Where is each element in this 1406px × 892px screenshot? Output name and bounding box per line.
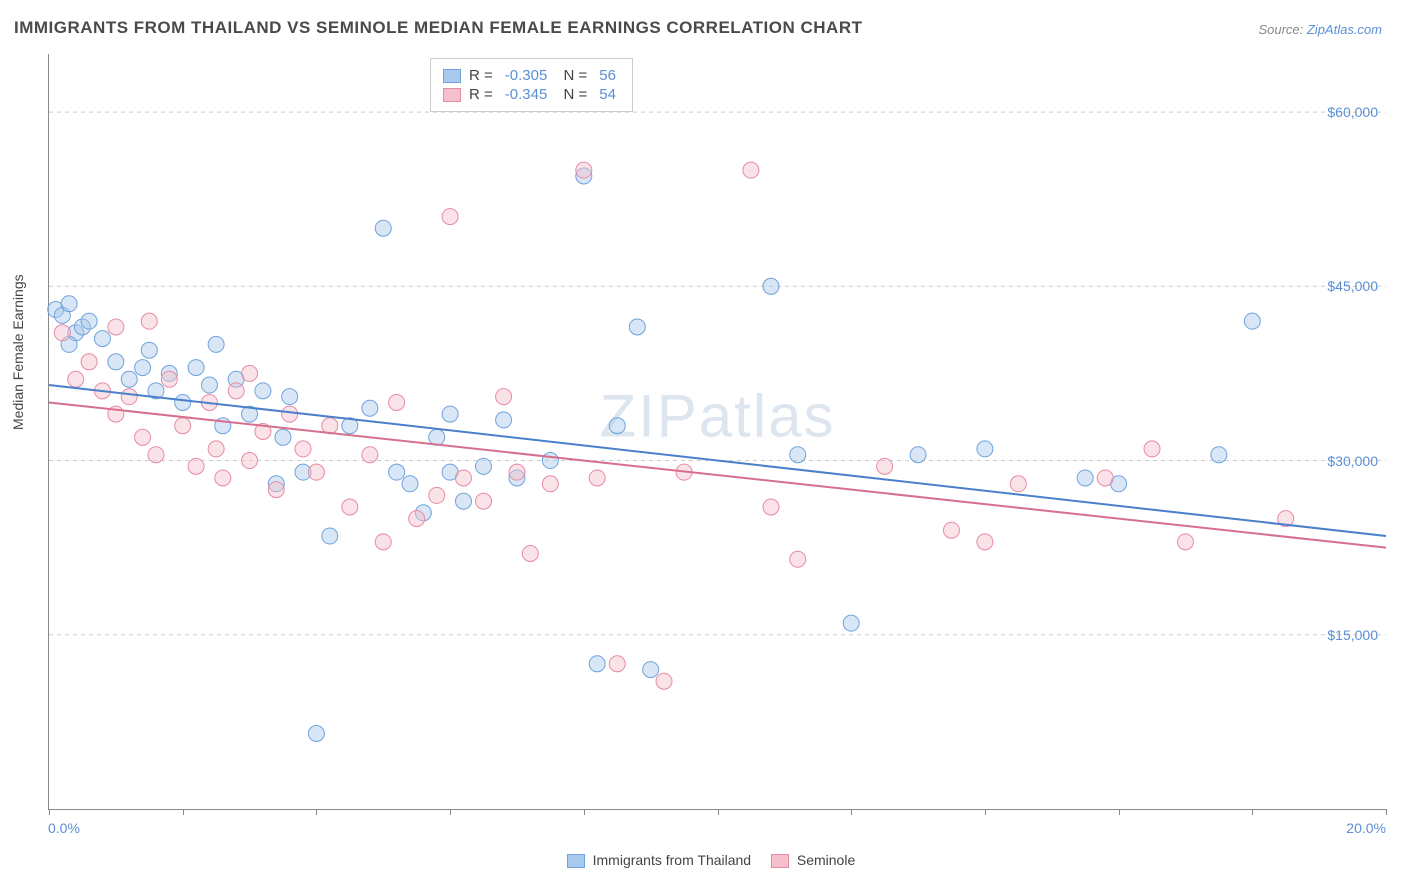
source-link[interactable]: ZipAtlas.com (1307, 22, 1382, 37)
x-tick (316, 809, 317, 815)
x-tick (183, 809, 184, 815)
plot-area: ZIPatlas $15,000$30,000$45,000$60,000 (48, 54, 1386, 810)
x-tick (718, 809, 719, 815)
x-tick (985, 809, 986, 815)
x-tick (1119, 809, 1120, 815)
legend-row-series-2: R = -0.345 N = 54 (443, 86, 620, 103)
correlation-legend: R = -0.305 N = 56 R = -0.345 N = 54 (430, 58, 633, 112)
r-label: R = (469, 67, 493, 84)
swatch-bottom-1 (567, 854, 585, 868)
n-label: N = (559, 86, 587, 103)
x-tick (851, 809, 852, 815)
legend-label-2: Seminole (797, 852, 855, 868)
y-tick-label: $45,000 (1327, 278, 1378, 294)
r-value-2: -0.345 (505, 86, 548, 103)
n-label: N = (559, 67, 587, 84)
x-tick (1252, 809, 1253, 815)
chart-title: IMMIGRANTS FROM THAILAND VS SEMINOLE MED… (14, 18, 863, 38)
x-tick (1386, 809, 1387, 815)
y-tick-label: $30,000 (1327, 453, 1378, 469)
legend-row-series-1: R = -0.305 N = 56 (443, 67, 620, 84)
x-tick (49, 809, 50, 815)
x-tick (450, 809, 451, 815)
legend-label-1: Immigrants from Thailand (593, 852, 751, 868)
r-label: R = (469, 86, 493, 103)
r-value-1: -0.305 (505, 67, 548, 84)
y-axis-title: Median Female Earnings (10, 274, 26, 430)
source-attribution: Source: ZipAtlas.com (1258, 22, 1382, 37)
x-axis-max-label: 20.0% (1346, 820, 1386, 836)
series-legend: Immigrants from Thailand Seminole (0, 852, 1406, 868)
n-value-1: 56 (599, 67, 616, 84)
swatch-series-2 (443, 88, 461, 102)
swatch-series-1 (443, 69, 461, 83)
chart-svg (49, 54, 1386, 809)
x-tick (584, 809, 585, 815)
source-label: Source: (1258, 22, 1306, 37)
x-axis-min-label: 0.0% (48, 820, 80, 836)
y-tick-label: $60,000 (1327, 104, 1378, 120)
y-tick-label: $15,000 (1327, 627, 1378, 643)
n-value-2: 54 (599, 86, 616, 103)
swatch-bottom-2 (771, 854, 789, 868)
